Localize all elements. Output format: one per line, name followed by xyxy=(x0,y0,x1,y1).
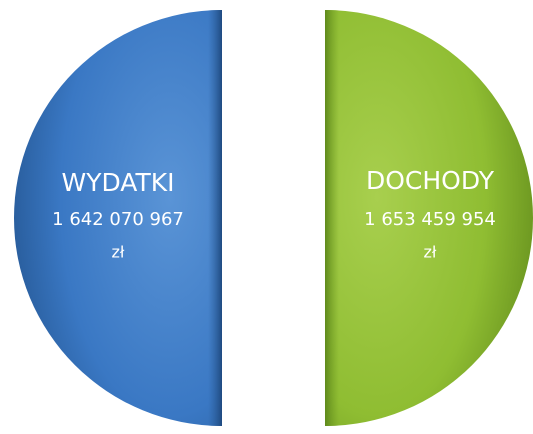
expenses-amount: 1 642 070 967 xyxy=(52,209,184,230)
blue-half-circle xyxy=(14,10,222,426)
expenses-unit: zł xyxy=(112,243,125,262)
expenses-label: WYDATKI xyxy=(61,168,174,197)
green-edge-shade xyxy=(325,10,339,426)
income-unit: zł xyxy=(424,243,437,262)
income-label: DOCHODY xyxy=(366,166,495,195)
income-half: DOCHODY 1 653 459 954 zł xyxy=(325,10,533,426)
green-half-circle xyxy=(325,10,533,426)
expenses-half: WYDATKI 1 642 070 967 zł xyxy=(14,10,222,426)
blue-edge-shade xyxy=(208,10,222,426)
income-amount: 1 653 459 954 xyxy=(364,209,496,230)
